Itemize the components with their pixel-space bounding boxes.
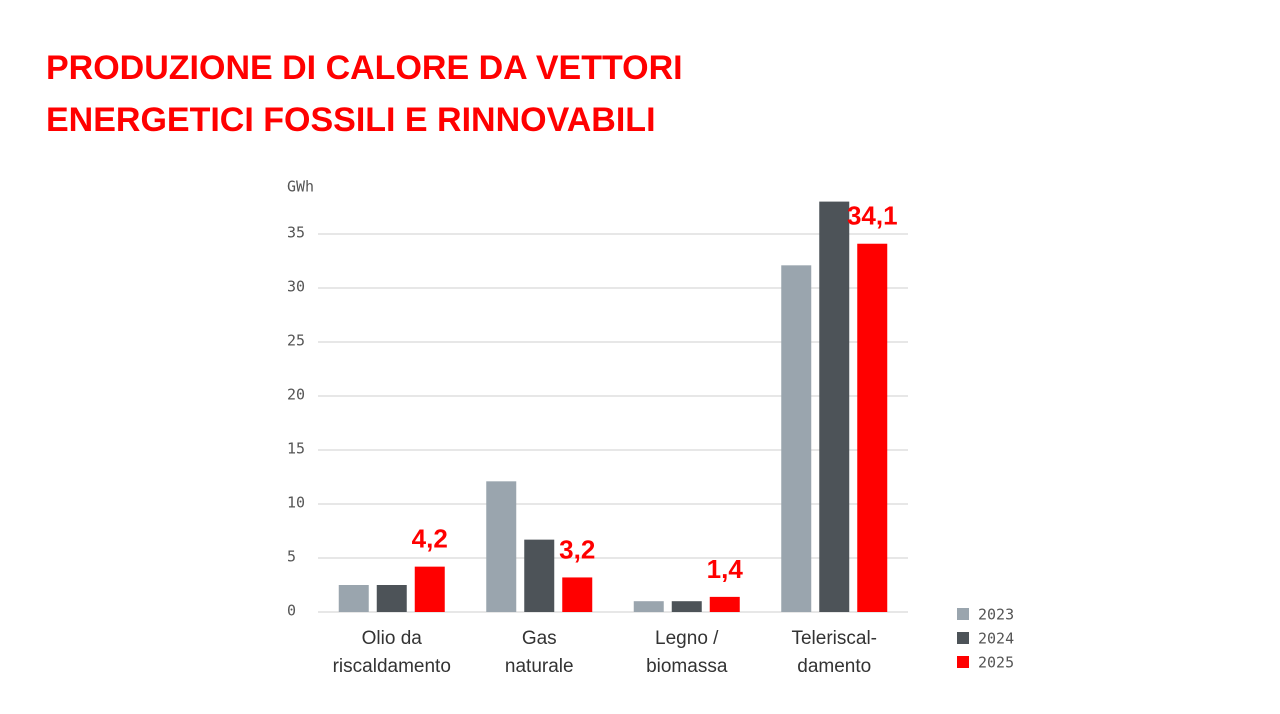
legend-label: 2023 (978, 606, 1014, 624)
bar (857, 243, 888, 612)
y-tick-label: 0 (287, 602, 296, 620)
bar (524, 539, 555, 612)
x-tick-label: biomassa (646, 656, 728, 677)
legend-swatch (957, 632, 969, 644)
bar (671, 601, 702, 612)
legend-swatch (957, 608, 969, 620)
x-tick-label: naturale (505, 656, 574, 677)
x-tick-label: Olio da (362, 628, 423, 649)
y-tick-label: 10 (287, 494, 305, 512)
bar (709, 596, 740, 612)
legend-label: 2025 (978, 654, 1014, 672)
bar (338, 585, 369, 612)
x-tick-label: riscaldamento (333, 656, 451, 677)
y-tick-label: 25 (287, 332, 305, 350)
bar (781, 265, 812, 612)
bar (633, 601, 664, 612)
x-tick-label: Legno / (655, 628, 719, 649)
bar (376, 585, 407, 612)
y-axis-label: GWh (287, 178, 314, 196)
data-label: 3,2 (559, 534, 595, 564)
data-label: 34,1 (847, 201, 898, 231)
y-tick-label: 30 (287, 278, 305, 296)
data-label: 4,2 (412, 524, 448, 554)
data-label: 1,4 (707, 554, 744, 584)
bar (486, 481, 517, 612)
bar (819, 201, 850, 612)
bar (562, 577, 593, 612)
bar (414, 566, 445, 612)
y-tick-label: 35 (287, 224, 305, 242)
legend-swatch (957, 656, 969, 668)
y-tick-label: 20 (287, 386, 305, 404)
y-tick-label: 5 (287, 548, 296, 566)
legend-label: 2024 (978, 630, 1014, 648)
x-tick-label: Teleriscal- (791, 628, 877, 649)
x-tick-label: Gas (522, 628, 557, 649)
x-tick-label: damento (797, 656, 871, 677)
chart-title-line: PRODUZIONE DI CALORE DA VETTORI (46, 49, 683, 87)
chart-title-line: ENERGETICI FOSSILI E RINNOVABILI (46, 101, 656, 139)
y-tick-label: 15 (287, 440, 305, 458)
